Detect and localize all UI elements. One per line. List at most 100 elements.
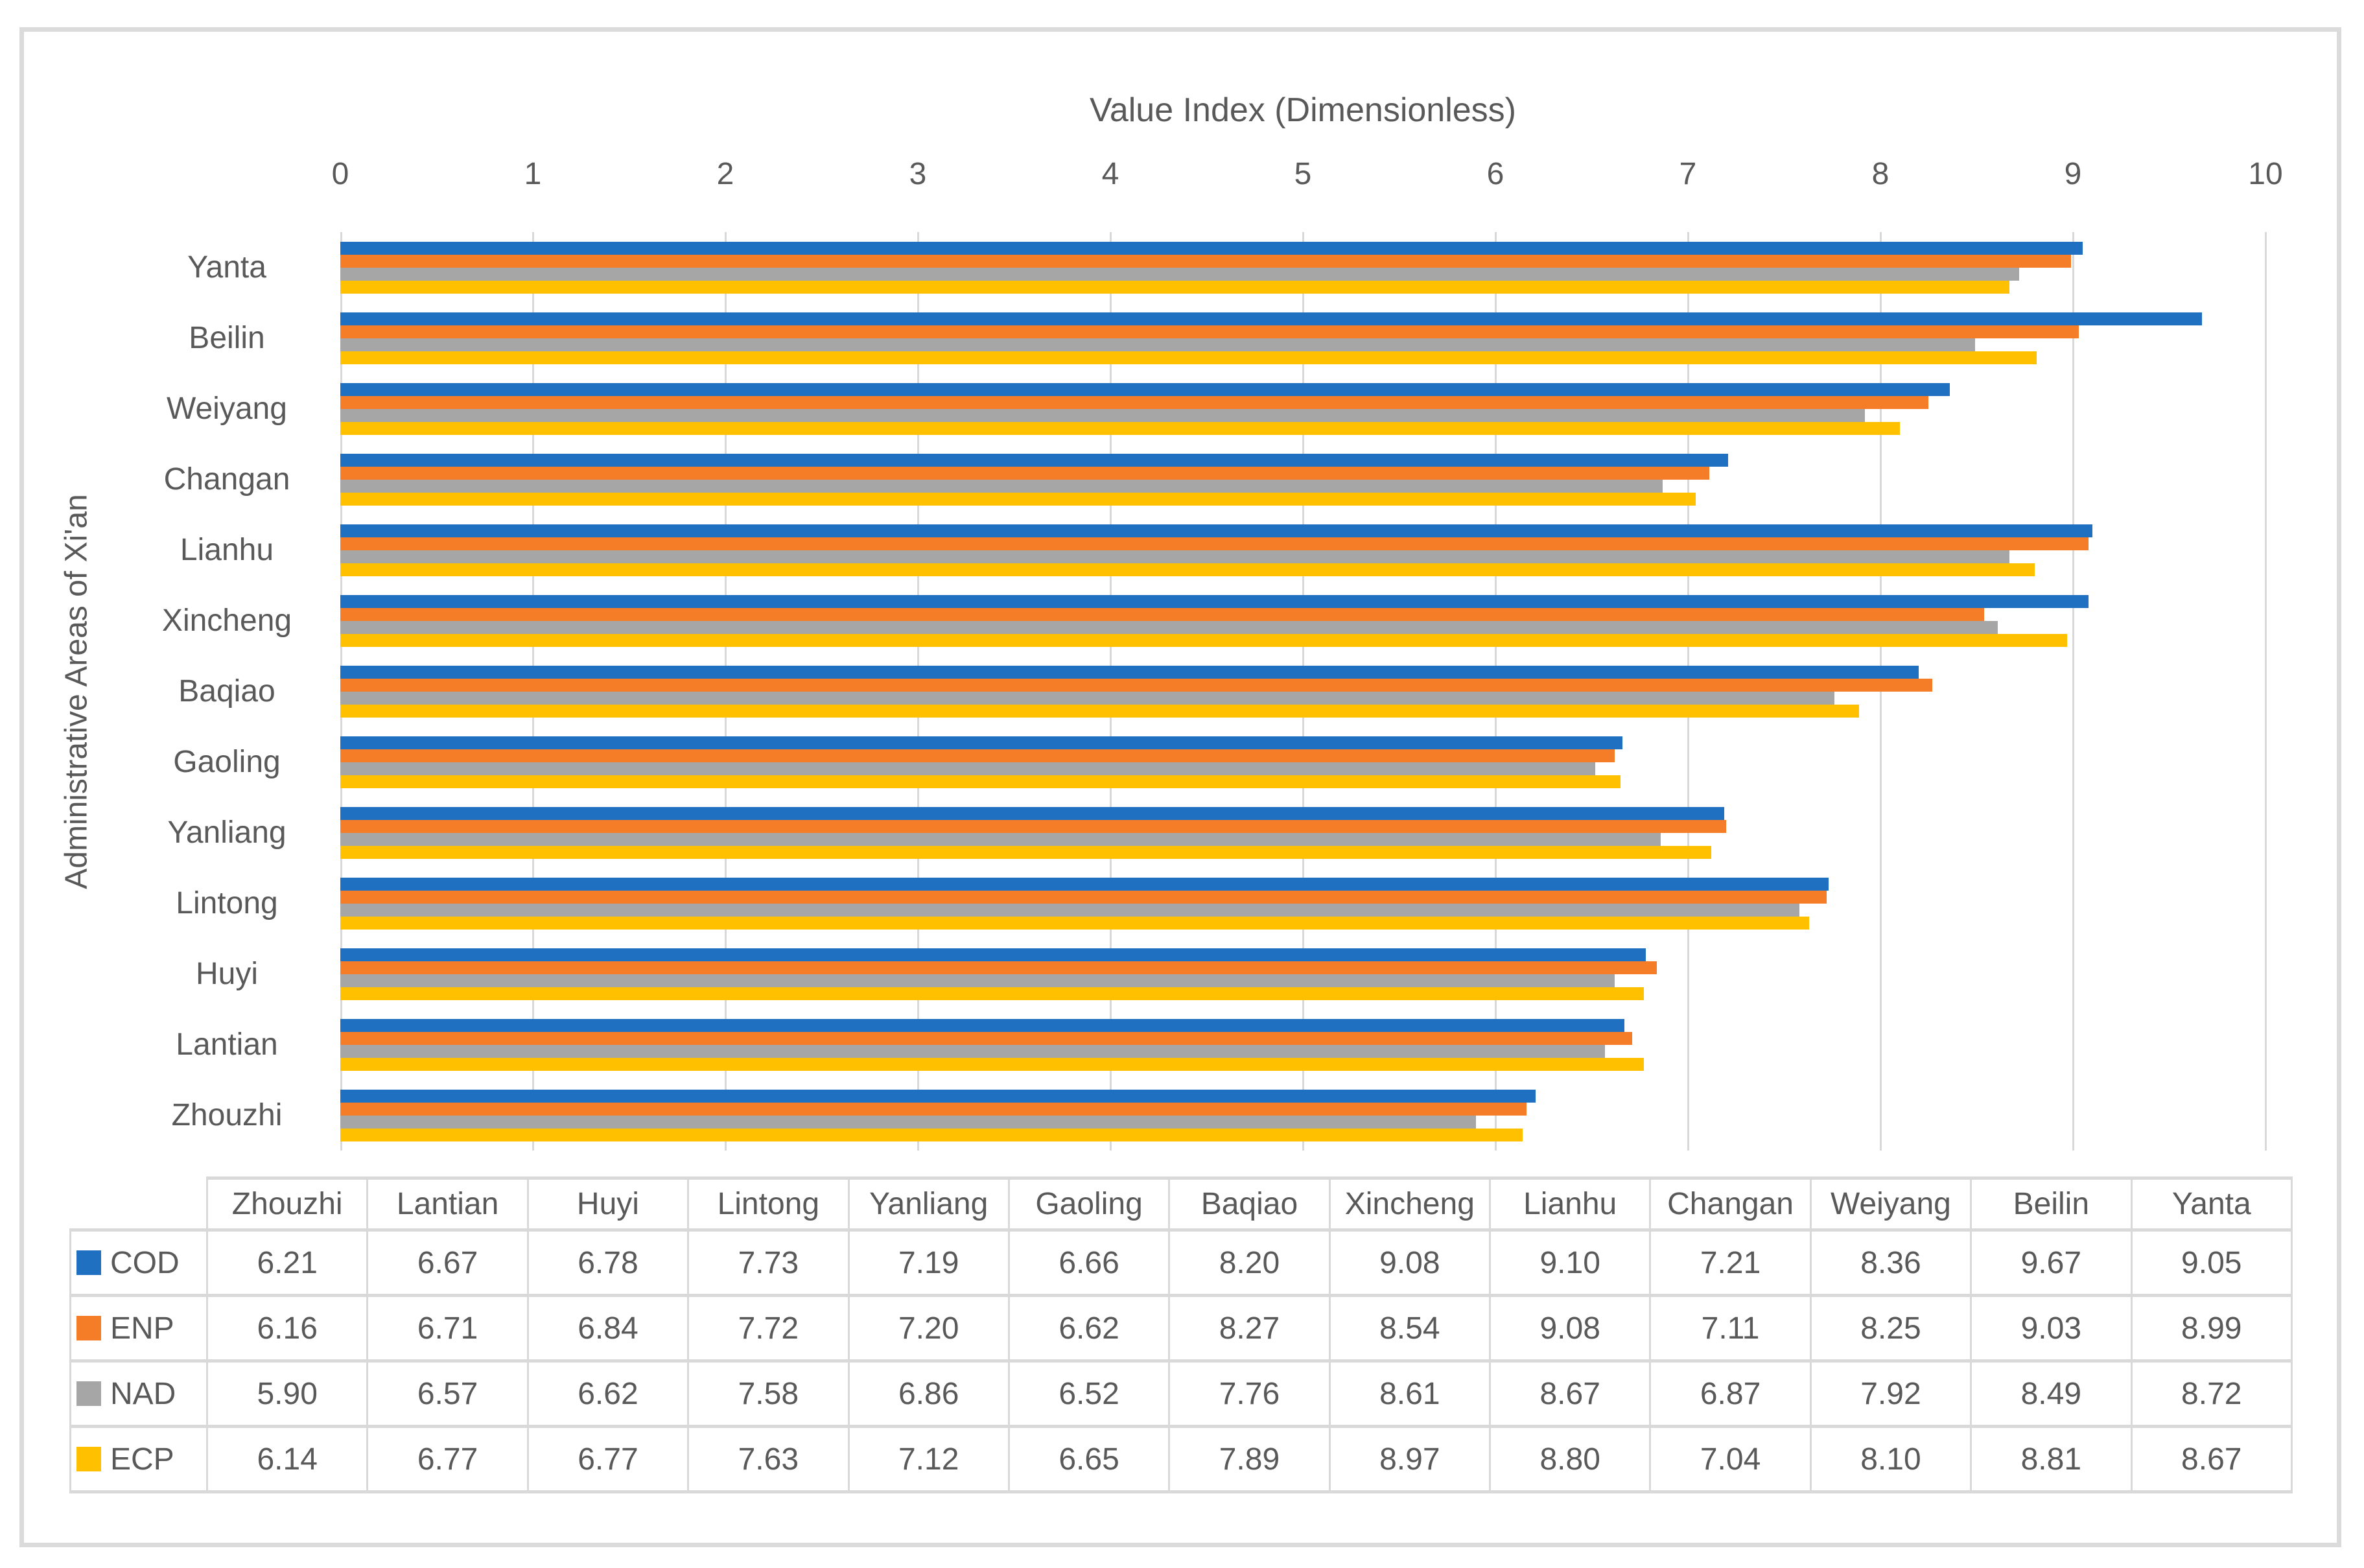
x-tick-label: 4	[1101, 157, 1119, 191]
legend-cell-enp: ENP	[69, 1294, 208, 1363]
table-value-cell: 6.21	[205, 1228, 369, 1297]
table-corner-cell	[70, 1178, 207, 1230]
table-value-cell: 8.67	[1488, 1359, 1652, 1428]
table-header-cell: Lantian	[366, 1176, 529, 1232]
bar-cod	[340, 736, 1623, 749]
bar-ecp	[340, 916, 1810, 930]
bar-cod	[340, 453, 1729, 467]
x-tick-label: 6	[1486, 157, 1504, 191]
bar-ecp	[340, 633, 2068, 647]
bar-enp	[340, 749, 1615, 762]
legend-cell-nad: NAD	[69, 1359, 208, 1428]
category-label: Xincheng	[161, 603, 292, 638]
bar-ecp	[340, 845, 1711, 859]
table-header-row: Zhouzhi Lantian Huyi Lintong Yanliang Gaoling…	[70, 1176, 2293, 1232]
table-value-cell: 6.84	[526, 1294, 690, 1363]
bar-nad	[340, 974, 1615, 987]
table-value-cell: 6.77	[526, 1425, 690, 1493]
category-row	[340, 444, 2337, 515]
table-value-cell: 8.81	[1970, 1425, 2133, 1493]
bar-ecp	[340, 351, 2037, 364]
bar-ecp	[340, 563, 2035, 576]
table-value-cell: 9.03	[1970, 1294, 2133, 1363]
category-label: Gaoling	[173, 745, 281, 779]
legend-cell-ecp: ECP	[69, 1425, 208, 1493]
category-row	[340, 1080, 2337, 1151]
category-row	[340, 585, 2337, 656]
table-value-cell: 8.27	[1168, 1294, 1331, 1363]
table-row-enp: ENP 6.16 6.71 6.84 7.72 7.20 6.62 8.27 8.54 9.08 7…	[69, 1294, 2293, 1363]
bar-ecp	[340, 1128, 1523, 1141]
table-value-cell: 7.04	[1649, 1425, 1812, 1493]
table-header-cell: Yanliang	[847, 1176, 1010, 1232]
table-header-cell: Gaoling	[1007, 1176, 1171, 1232]
series-label: COD	[110, 1245, 180, 1280]
series-label: NAD	[110, 1376, 176, 1411]
x-tick-label: 0	[331, 157, 349, 191]
bar-nad	[340, 479, 1663, 493]
table-value-cell: 7.19	[847, 1228, 1010, 1297]
legend-swatch-ecp	[76, 1447, 101, 1471]
bar-cod	[340, 594, 2089, 608]
category-row	[340, 515, 2337, 585]
bar-nad	[340, 267, 2019, 281]
category-row	[340, 232, 2337, 303]
table-value-cell: 6.65	[1007, 1425, 1171, 1493]
category-label: Yanliang	[167, 815, 287, 850]
bar-nad	[340, 338, 1975, 351]
bar-cod	[340, 665, 1919, 679]
table-value-cell: 9.67	[1970, 1228, 2133, 1297]
bar-enp	[340, 466, 1709, 480]
x-tick-label: 10	[2248, 157, 2283, 191]
bar-cod	[340, 1018, 1624, 1032]
bar-nad	[340, 691, 1834, 705]
table-header-cell: Huyi	[526, 1176, 690, 1232]
table-value-cell: 8.72	[2130, 1359, 2293, 1428]
category-row	[340, 373, 2337, 444]
table-value-cell: 7.11	[1649, 1294, 1812, 1363]
table-value-cell: 8.54	[1328, 1294, 1492, 1363]
bar-enp	[340, 325, 2079, 338]
table-value-cell: 8.61	[1328, 1359, 1492, 1428]
y-axis-title: Administrative Areas of Xi'an	[59, 494, 94, 889]
table-value-cell: 6.16	[205, 1294, 369, 1363]
category-label: Beilin	[189, 321, 265, 355]
category-row	[340, 727, 2337, 797]
series-label: ENP	[110, 1311, 174, 1346]
gridline	[1880, 232, 1882, 1151]
table-value-cell: 7.21	[1649, 1228, 1812, 1297]
table-value-cell: 7.72	[687, 1294, 850, 1363]
x-tick-label: 5	[1294, 157, 1312, 191]
bar-nad	[340, 1044, 1606, 1058]
table-header-cell: Yanta	[2130, 1176, 2293, 1232]
bar-enp	[340, 254, 2072, 268]
bar-ecp	[340, 280, 2009, 294]
table-header-cell: Zhouzhi	[205, 1176, 369, 1232]
bar-cod	[340, 382, 1950, 396]
bar-enp	[340, 607, 1985, 621]
table-value-cell: 8.20	[1168, 1228, 1331, 1297]
table-value-cell: 5.90	[205, 1359, 369, 1428]
table-header-cell: Lintong	[687, 1176, 850, 1232]
category-label: Baqiao	[178, 674, 275, 708]
bar-enp	[340, 1102, 1527, 1116]
bar-nad	[340, 1115, 1477, 1129]
table-header-cell: Changan	[1649, 1176, 1812, 1232]
category-row	[340, 656, 2337, 727]
table-value-cell: 8.36	[1809, 1228, 1972, 1297]
bar-cod	[340, 241, 2083, 255]
x-tick-label: 9	[2064, 157, 2082, 191]
table-value-cell: 6.67	[366, 1228, 529, 1297]
table-value-cell: 8.49	[1970, 1359, 2133, 1428]
table-value-cell: 8.99	[2130, 1294, 2293, 1363]
category-label: Lintong	[176, 886, 278, 920]
category-label: Huyi	[195, 957, 259, 991]
table-value-cell: 7.92	[1809, 1359, 1972, 1428]
bar-nad	[340, 762, 1596, 775]
x-tick-label: 1	[524, 157, 542, 191]
table-value-cell: 6.77	[366, 1425, 529, 1493]
table-value-cell: 7.63	[687, 1425, 850, 1493]
category-row	[340, 939, 2337, 1009]
bar-ecp	[340, 421, 1900, 435]
